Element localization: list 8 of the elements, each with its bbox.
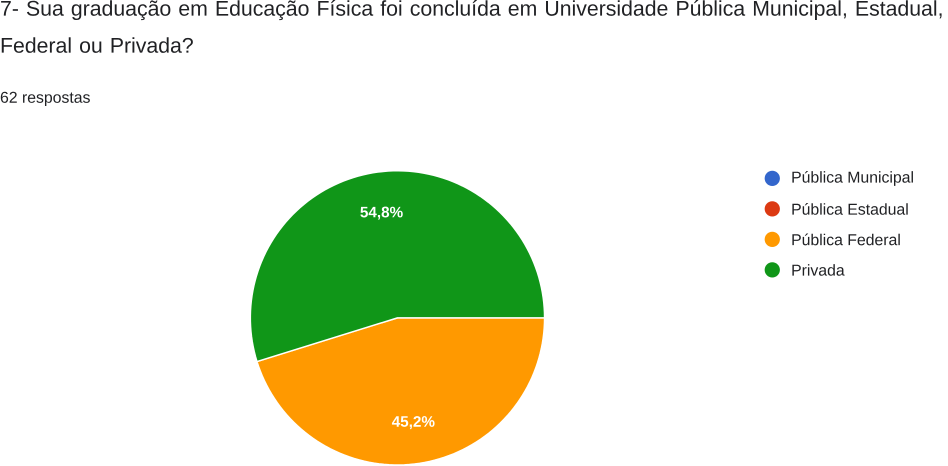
- text: 62 respostas: [0, 92, 90, 106]
- chart-title: 7- Sua graduação em Educação Física foi concluída em Universidade Pública Municipal, Estadual, Federal ou Privada?: [1, 0, 942, 54]
- legend-label: Pública Estadual: [792, 203, 908, 215]
- legend-label: Pública Federal: [792, 234, 900, 246]
- data-label: 45,2%: [392, 416, 435, 430]
- legend-label: Pública Municipal: [792, 171, 913, 186]
- legend-label: Privada: [792, 264, 845, 276]
- data-label: 54,8%: [360, 206, 403, 220]
